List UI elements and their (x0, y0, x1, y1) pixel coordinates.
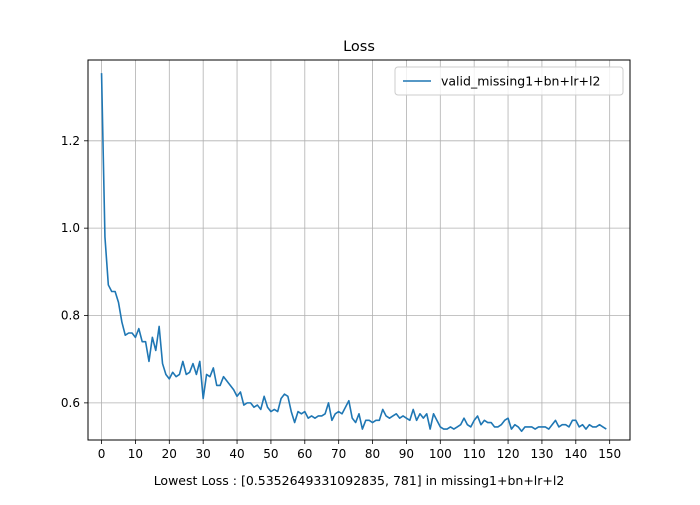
legend-box (394, 66, 624, 96)
x-tick-label: 150 (598, 447, 621, 461)
x-tick-label: 110 (463, 447, 486, 461)
x-tick-label: 130 (530, 447, 553, 461)
plot-frame (87, 59, 631, 441)
y-tick-label: 1.0 (61, 221, 80, 235)
x-tick-label: 50 (263, 447, 278, 461)
x-tick-label: 70 (331, 447, 346, 461)
series-line (100, 73, 607, 433)
y-tick-label: 1.2 (61, 134, 80, 148)
tick-layer: 0 10 20 30 40 50 60 70 80 90 100 110 120 130 140 150 0.6… (61, 134, 621, 461)
legend: valid_missing1+bn+lr+l2 (394, 66, 624, 96)
y-tick-label: 0.8 (61, 309, 80, 323)
x-tick-label: 40 (229, 447, 244, 461)
x-tick-label: 20 (162, 447, 177, 461)
x-tick-label: 100 (429, 447, 452, 461)
x-tick-label: 60 (297, 447, 312, 461)
x-tick-label: 10 (128, 447, 143, 461)
legend-label: valid_missing1+bn+lr+l2 (441, 74, 600, 89)
x-tick-label: 140 (564, 447, 587, 461)
x-tick-label: 0 (98, 447, 106, 461)
x-tick-label: 90 (399, 447, 414, 461)
x-tick-label: 120 (497, 447, 520, 461)
x-tick-label: 30 (196, 447, 211, 461)
grid-layer (88, 60, 630, 440)
y-tick-label: 0.6 (61, 396, 80, 410)
chart-title: Loss (343, 39, 375, 55)
x-axis-label: Lowest Loss : [0.5352649331092835, 781] … (154, 473, 565, 488)
series-layer (100, 73, 607, 433)
x-tick-label: 80 (365, 447, 380, 461)
